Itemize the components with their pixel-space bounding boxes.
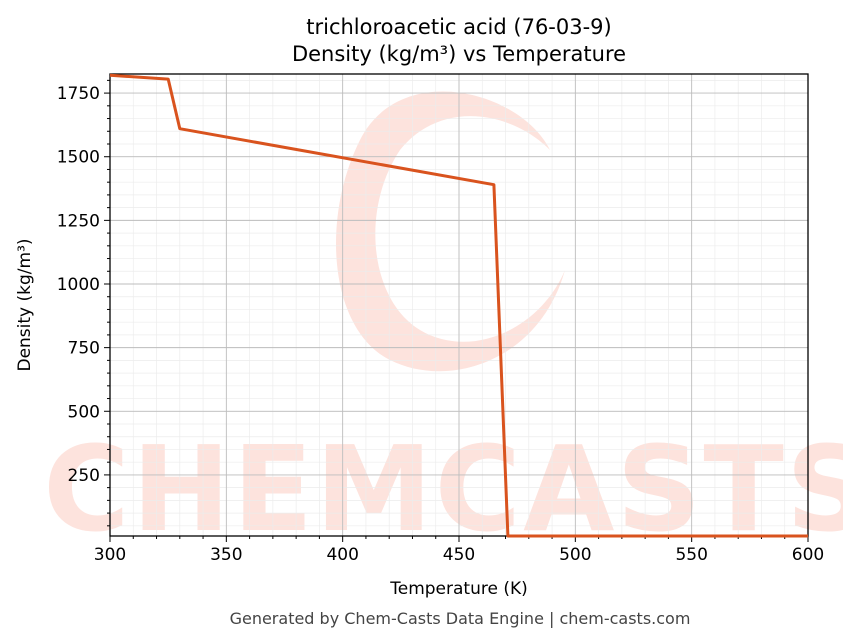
y-tick-label: 500	[68, 402, 100, 422]
footer-credit: Generated by Chem-Casts Data Engine | ch…	[230, 609, 691, 628]
series-layer	[109, 73, 808, 538]
x-tick-label: 450	[443, 545, 475, 565]
y-tick-label: 250	[68, 466, 100, 486]
watermark-logo-swirl	[336, 91, 565, 372]
x-axis-label: Temperature (K)	[389, 579, 528, 599]
x-axis: 300 350 400 450 500 550 600	[94, 536, 824, 565]
x-tick-label: 600	[792, 545, 824, 565]
chart-title: trichloroacetic acid (76-03-9)	[306, 15, 611, 39]
x-tick-label: 550	[675, 545, 707, 565]
y-tick-label: 1250	[57, 211, 100, 231]
x-tick-label: 500	[559, 545, 591, 565]
x-tick-label: 400	[326, 545, 358, 565]
chart-subtitle: Density (kg/m³) vs Temperature	[292, 42, 626, 66]
y-tick-label: 1500	[57, 148, 100, 168]
x-tick-label: 350	[210, 545, 242, 565]
density-line	[109, 73, 808, 538]
y-axis-label: Density (kg/m³)	[15, 238, 35, 371]
y-tick-label: 750	[68, 339, 100, 359]
watermark: CHEMCASTS	[43, 91, 843, 558]
y-axis: 250 500 750 1000 1250 1500 1750	[57, 79, 110, 527]
y-tick-label: 1750	[57, 84, 100, 104]
y-tick-label: 1000	[57, 275, 100, 295]
x-tick-label: 300	[94, 545, 126, 565]
grid	[109, 74, 809, 536]
